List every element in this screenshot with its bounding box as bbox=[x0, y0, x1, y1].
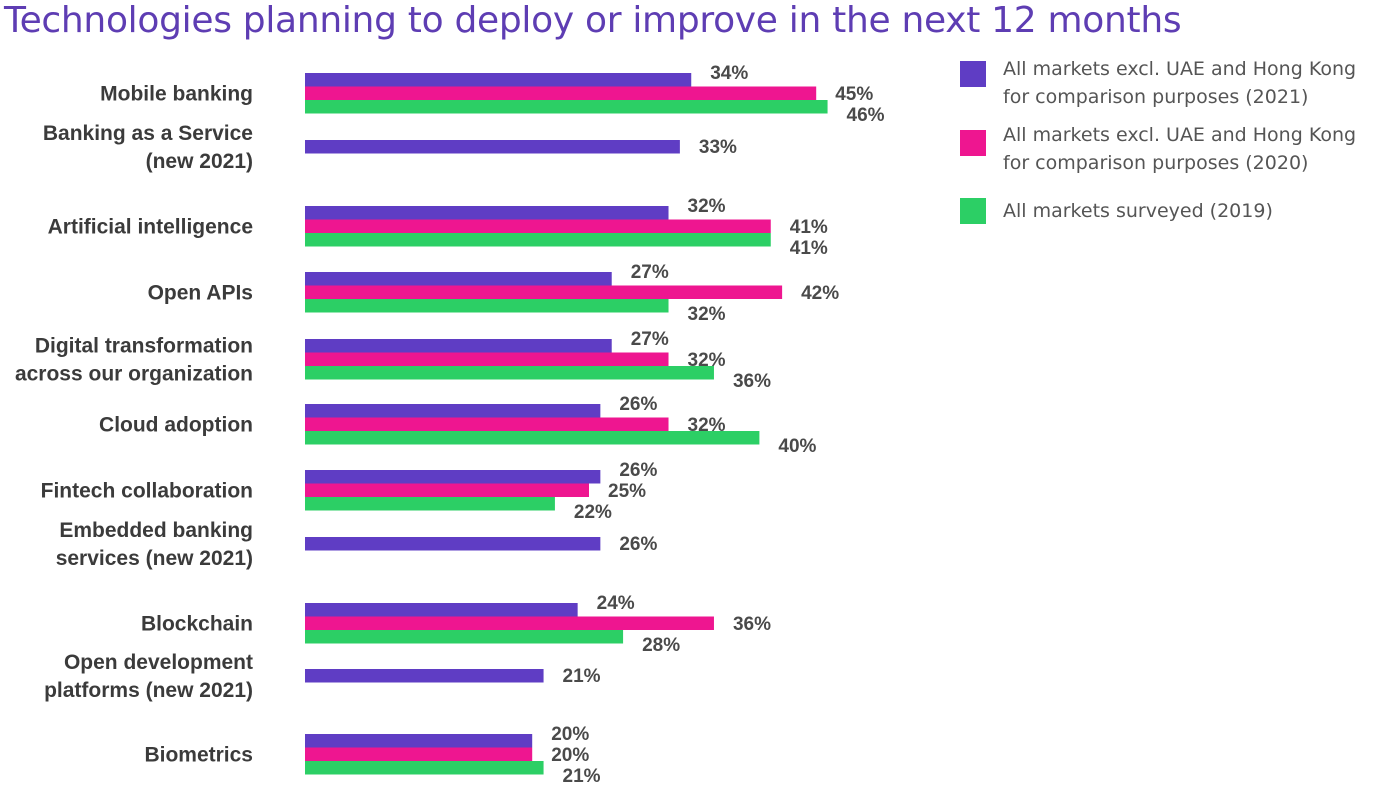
category-label-digital-transformation-across-our-organization: across our organization bbox=[15, 362, 253, 385]
value-label-biometrics-series-3: 21% bbox=[563, 766, 601, 787]
value-label-embedded-banking-services-new-2021-series-1: 26% bbox=[619, 534, 657, 555]
bar-artificial-intelligence-series-3 bbox=[305, 233, 771, 247]
value-label-open-apis-series-3: 32% bbox=[688, 304, 726, 325]
value-label-artificial-intelligence-series-3: 41% bbox=[790, 238, 828, 259]
legend-label-2021-line1: All markets excl. UAE and Hong Kong bbox=[1003, 58, 1357, 80]
category-label-embedded-banking-services-new-2021: services (new 2021) bbox=[56, 547, 253, 570]
value-label-mobile-banking-series-2: 45% bbox=[835, 84, 873, 105]
legend-swatch-2021 bbox=[960, 61, 986, 87]
legend-swatch-2020 bbox=[960, 130, 986, 156]
bar-fintech-collaboration-series-1 bbox=[305, 470, 601, 484]
bar-blockchain-series-2 bbox=[305, 616, 714, 630]
bar-digital-transformation-across-our-organization-series-2 bbox=[305, 352, 669, 366]
bar-embedded-banking-services-new-2021-series-1 bbox=[305, 537, 601, 551]
bar-artificial-intelligence-series-1 bbox=[305, 206, 669, 220]
bar-artificial-intelligence-series-2 bbox=[305, 219, 771, 233]
value-label-biometrics-series-2: 20% bbox=[551, 745, 589, 766]
value-label-cloud-adoption-series-2: 32% bbox=[688, 415, 726, 436]
bar-chart: Mobile banking 34% 45%46% Banking as a Serv… bbox=[15, 63, 885, 787]
value-label-banking-as-a-service-new-2021-series-1: 33% bbox=[699, 137, 737, 158]
category-label-banking-as-a-service-new-2021: (new 2021) bbox=[146, 150, 253, 173]
value-label-fintech-collaboration-series-2: 25% bbox=[608, 481, 646, 502]
value-label-cloud-adoption-series-1: 26% bbox=[619, 394, 657, 415]
value-label-open-apis-series-2: 42% bbox=[801, 283, 839, 304]
chart-title: Technologies planning to deploy or impro… bbox=[4, 0, 1182, 41]
legend-item-2021: All markets excl. UAE and Hong Kong for … bbox=[960, 55, 1380, 111]
legend-label-2021-line2: for comparison purposes (2021) bbox=[1003, 86, 1309, 108]
legend-swatch-2019 bbox=[960, 198, 986, 224]
value-label-open-apis-series-1: 27% bbox=[631, 262, 669, 283]
bar-cloud-adoption-series-3 bbox=[305, 431, 760, 445]
category-label-fintech-collaboration: Fintech collaboration bbox=[41, 479, 253, 502]
value-label-digital-transformation-across-our-organization-series-2: 32% bbox=[688, 350, 726, 371]
bar-digital-transformation-across-our-organization-series-3 bbox=[305, 366, 714, 380]
value-label-digital-transformation-across-our-organization-series-1: 27% bbox=[631, 329, 669, 350]
value-label-blockchain-series-2: 36% bbox=[733, 614, 771, 635]
bar-cloud-adoption-series-1 bbox=[305, 404, 601, 418]
value-label-fintech-collaboration-series-1: 26% bbox=[619, 460, 657, 481]
category-label-cloud-adoption: Cloud adoption bbox=[99, 413, 253, 436]
category-label-open-development-platforms-new-2021: platforms (new 2021) bbox=[44, 679, 253, 702]
category-label-blockchain: Blockchain bbox=[141, 612, 253, 635]
value-label-mobile-banking-series-1: 34% bbox=[710, 63, 748, 84]
category-label-embedded-banking-services-new-2021: Embedded banking bbox=[59, 519, 253, 542]
legend-item-2019: All markets surveyed (2019) bbox=[960, 197, 1380, 225]
bar-biometrics-series-2 bbox=[305, 747, 533, 761]
value-label-cloud-adoption-series-3: 40% bbox=[778, 436, 816, 457]
value-label-blockchain-series-1: 24% bbox=[597, 593, 635, 614]
value-label-digital-transformation-across-our-organization-series-3: 36% bbox=[733, 371, 771, 392]
legend-item-2020: All markets excl. UAE and Hong Kong for … bbox=[960, 121, 1380, 177]
category-label-banking-as-a-service-new-2021: Banking as a Service bbox=[43, 122, 253, 145]
value-label-fintech-collaboration-series-3: 22% bbox=[574, 502, 612, 523]
value-label-open-development-platforms-new-2021-series-1: 21% bbox=[563, 666, 601, 687]
legend-label-2019: All markets surveyed (2019) bbox=[1003, 200, 1273, 222]
category-label-artificial-intelligence: Artificial intelligence bbox=[48, 215, 253, 238]
bar-fintech-collaboration-series-2 bbox=[305, 483, 589, 497]
category-label-open-apis: Open APIs bbox=[148, 281, 253, 304]
value-label-blockchain-series-3: 28% bbox=[642, 635, 680, 656]
bar-mobile-banking-series-3 bbox=[305, 100, 828, 114]
value-label-mobile-banking-series-3: 46% bbox=[847, 105, 885, 126]
bar-open-apis-series-1 bbox=[305, 272, 612, 286]
bar-mobile-banking-series-2 bbox=[305, 86, 817, 100]
bar-open-apis-series-3 bbox=[305, 299, 669, 313]
bar-open-apis-series-2 bbox=[305, 285, 783, 299]
value-label-artificial-intelligence-series-1: 32% bbox=[688, 196, 726, 217]
category-label-open-development-platforms-new-2021: Open development bbox=[64, 651, 253, 674]
category-label-digital-transformation-across-our-organization: Digital transformation bbox=[35, 334, 253, 357]
bar-cloud-adoption-series-2 bbox=[305, 417, 669, 431]
chart-legend: All markets excl. UAE and Hong Kong for … bbox=[960, 55, 1380, 235]
category-label-mobile-banking: Mobile banking bbox=[100, 82, 253, 105]
bar-biometrics-series-3 bbox=[305, 761, 544, 775]
bar-blockchain-series-1 bbox=[305, 603, 578, 617]
category-label-biometrics: Biometrics bbox=[144, 743, 253, 766]
value-label-biometrics-series-1: 20% bbox=[551, 724, 589, 745]
bar-open-development-platforms-new-2021-series-1 bbox=[305, 669, 544, 683]
value-label-artificial-intelligence-series-2: 41% bbox=[790, 217, 828, 238]
bar-biometrics-series-1 bbox=[305, 734, 533, 748]
bar-banking-as-a-service-new-2021-series-1 bbox=[305, 140, 680, 154]
bar-blockchain-series-3 bbox=[305, 630, 624, 644]
bar-fintech-collaboration-series-3 bbox=[305, 497, 555, 511]
legend-label-2020-line1: All markets excl. UAE and Hong Kong bbox=[1003, 124, 1357, 146]
legend-label-2020-line2: for comparison purposes (2020) bbox=[1003, 152, 1309, 174]
bar-digital-transformation-across-our-organization-series-1 bbox=[305, 339, 612, 353]
bar-mobile-banking-series-1 bbox=[305, 73, 692, 87]
